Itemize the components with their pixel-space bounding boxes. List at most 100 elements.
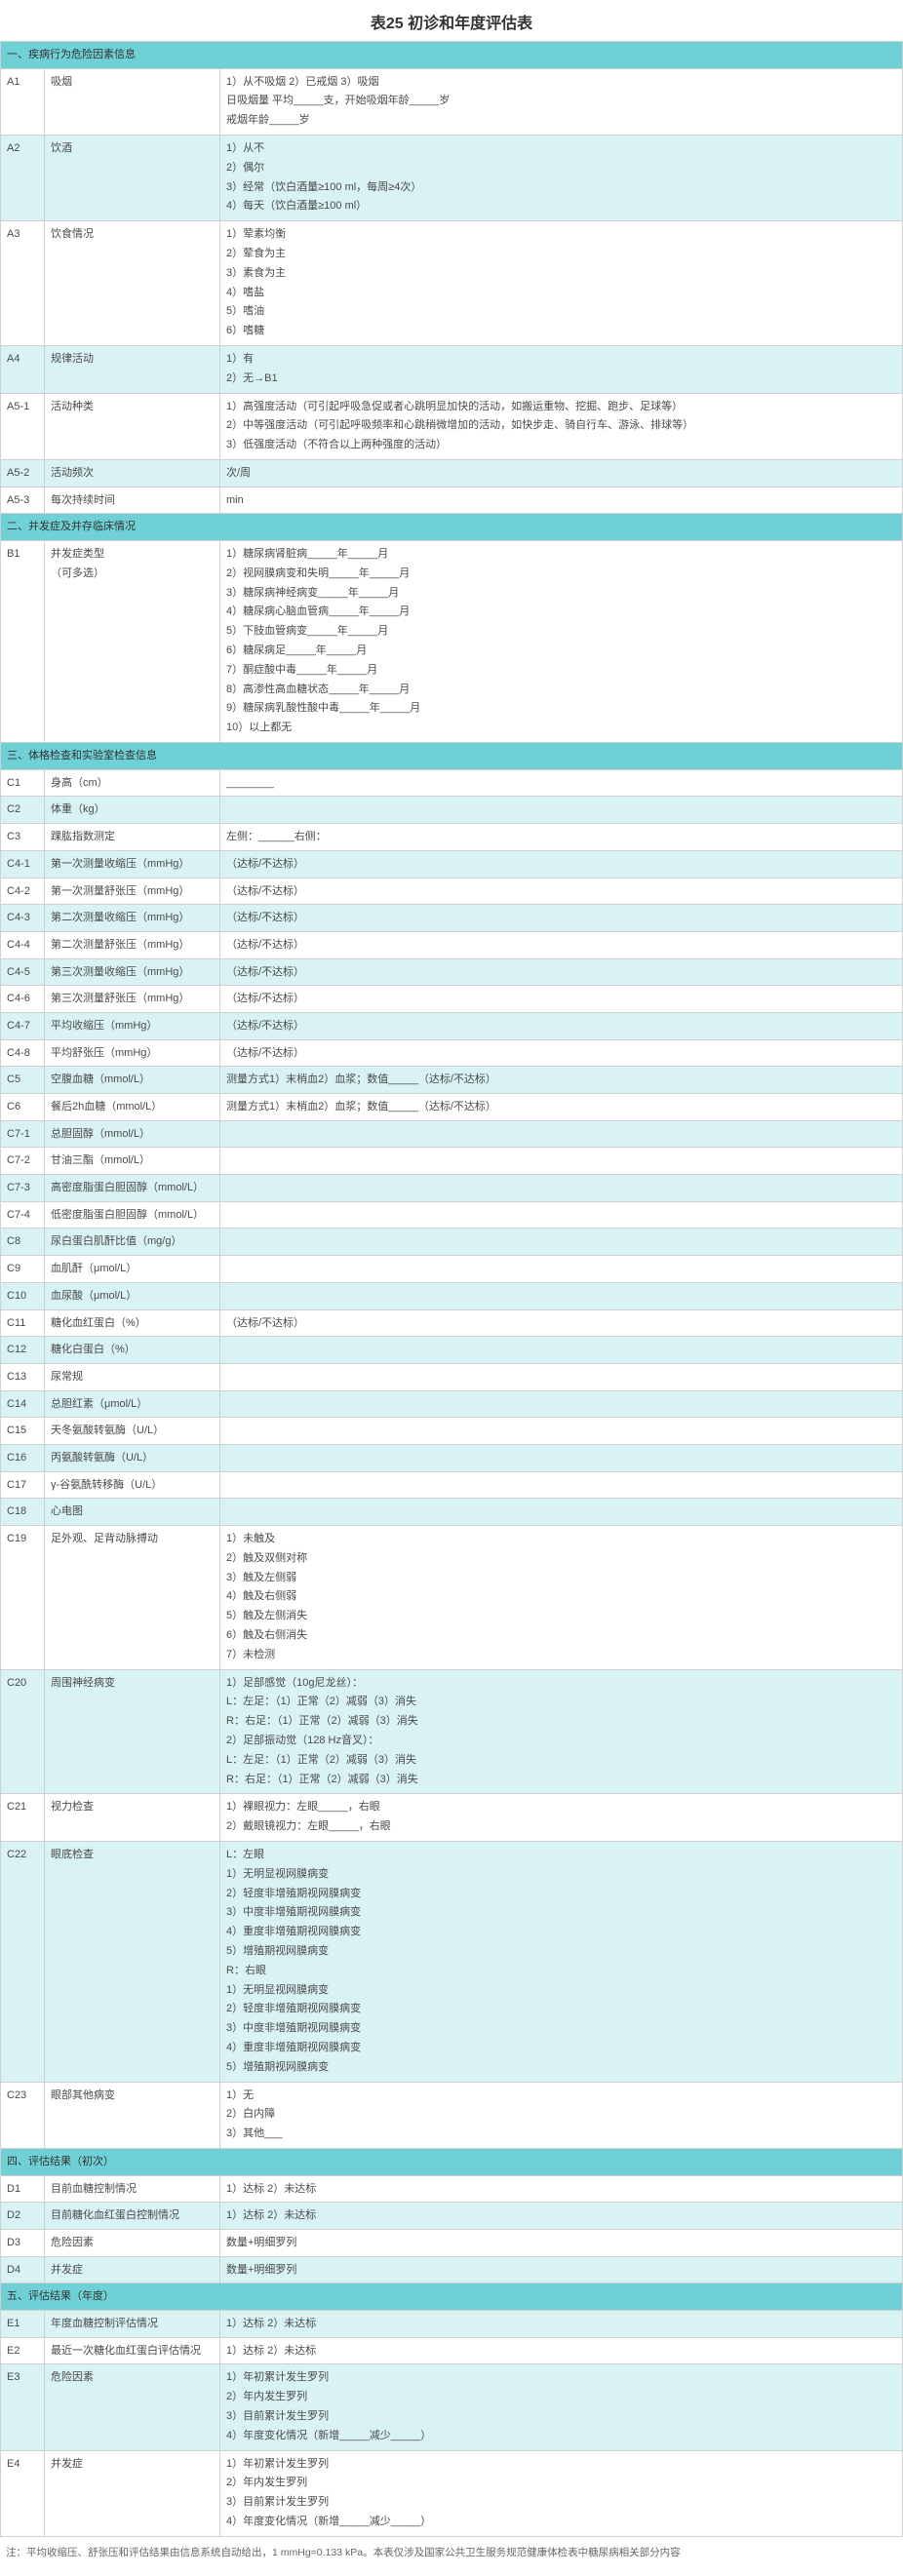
cell: 糖化血红蛋白（%） [45, 1309, 220, 1337]
line: L：左眼 [226, 1846, 896, 1865]
line: 2）年内发生罗列 [226, 2474, 896, 2493]
line: 3）其他___ [226, 2125, 896, 2144]
cell: 尿白蛋白肌酐比值（mg/g） [45, 1229, 220, 1256]
cell: C23 [1, 2082, 45, 2148]
cell: （达标/不达标） [220, 1309, 903, 1337]
cell: C7-1 [1, 1120, 45, 1148]
cell [220, 1175, 903, 1202]
cell: C12 [1, 1337, 45, 1364]
cell: （达标/不达标） [220, 1039, 903, 1067]
line: L：左足：（1）正常（2）减弱（3）消失 [226, 1751, 896, 1771]
cell [220, 1201, 903, 1229]
cell: 平均收缩压（mmHg） [45, 1012, 220, 1039]
cell: E4 [1, 2450, 45, 2536]
cell: 周围神经病变 [45, 1669, 220, 1794]
cell: C16 [1, 1444, 45, 1471]
line: 6）触及右侧消失 [226, 1626, 896, 1646]
cell: 尿常规 [45, 1363, 220, 1390]
cell: 饮酒 [45, 136, 220, 221]
line: 2）无→B1 [226, 370, 896, 389]
line: 3）目前累计发生罗列 [226, 2493, 896, 2513]
table-title: 表25 初诊和年度评估表 [0, 0, 903, 41]
line: 2）触及双侧对称 [226, 1549, 896, 1569]
line: 5）下肢血管病变_____年_____月 [226, 622, 896, 642]
cell: B1 [1, 541, 45, 743]
cell: C1 [1, 769, 45, 797]
line: 3）素食为主 [226, 264, 896, 284]
cell: A5-1 [1, 393, 45, 459]
line: 2）中等强度活动（可引起呼吸频率和心跳稍微增加的活动，如快步走、骑自行车、游泳、… [226, 416, 896, 436]
line: 4）每天（饮白酒量≥100 ml） [226, 197, 896, 216]
line: 2）偶尔 [226, 159, 896, 178]
section2-header: 二、并发症及并存临床情况 [1, 514, 903, 541]
cell: C19 [1, 1526, 45, 1670]
line: 2）白内障 [226, 2105, 896, 2125]
cell: E2 [1, 2337, 45, 2364]
cell: C9 [1, 1256, 45, 1283]
line: 5）增殖期视网膜病变 [226, 1942, 896, 1962]
cell: 年度血糖控制评估情况 [45, 2311, 220, 2338]
line: L：左足：（1）正常（2）减弱（3）消失 [226, 1693, 896, 1712]
line: 2）轻度非增殖期视网膜病变 [226, 2000, 896, 2019]
line: 5）触及左侧消失 [226, 1607, 896, 1626]
cell: 测量方式1）末梢血2）血浆；数值_____（达标/不达标） [220, 1094, 903, 1121]
cell: （达标/不达标） [220, 958, 903, 986]
line: 4）重度非增殖期视网膜病变 [226, 2039, 896, 2058]
cell: 数量+明细罗列 [220, 2256, 903, 2283]
cell: C7-3 [1, 1175, 45, 1202]
cell: C21 [1, 1794, 45, 1842]
cell [220, 1282, 903, 1309]
cell: C4-6 [1, 986, 45, 1013]
line: 3）糖尿病神经病变_____年_____月 [226, 584, 896, 604]
cell [220, 1337, 903, 1364]
cell [220, 1471, 903, 1499]
line: 1）从不 [226, 139, 896, 159]
cell: 餐后2h血糖（mmol/L） [45, 1094, 220, 1121]
cell: 并发症类型（可多选） [45, 541, 220, 743]
cell: E3 [1, 2364, 45, 2450]
cell: γ-谷氨酰转移酶（U/L） [45, 1471, 220, 1499]
line: 10）以上都无 [226, 719, 896, 738]
cell: 1）裸眼视力：左眼_____，右眼2）戴眼镜视力：左眼_____，右眼 [220, 1794, 903, 1842]
cell: D1 [1, 2175, 45, 2203]
cell: 次/周 [220, 460, 903, 488]
cell: ________ [220, 769, 903, 797]
cell: A1 [1, 68, 45, 135]
cell: 1）达标 2）未达标 [220, 2311, 903, 2338]
cell: C17 [1, 1471, 45, 1499]
cell: 第三次测量收缩压（mmHg） [45, 958, 220, 986]
cell: C4-1 [1, 850, 45, 878]
cell: （达标/不达标） [220, 986, 903, 1013]
cell: C20 [1, 1669, 45, 1794]
section4-header: 四、评估结果（初次） [1, 2148, 903, 2175]
line: 7）酮症酸中毒_____年_____月 [226, 661, 896, 681]
line: 3）目前累计发生罗列 [226, 2407, 896, 2427]
cell: （达标/不达标） [220, 931, 903, 958]
cell: 规律活动 [45, 346, 220, 394]
line: 4）重度非增殖期视网膜病变 [226, 1923, 896, 1942]
line: 日吸烟量 平均_____支，开始吸烟年龄_____岁 [226, 92, 896, 111]
cell: 第二次测量收缩压（mmHg） [45, 905, 220, 932]
line: 1）高强度活动（可引起呼吸急促或者心跳明显加快的活动，如搬运重物、挖掘、跑步、足… [226, 398, 896, 417]
line: 1）从不吸烟 2）已戒烟 3）吸烟 [226, 73, 896, 93]
line: 4）年度变化情况（新增_____减少_____） [226, 2427, 896, 2446]
cell: 1）从不2）偶尔3）经常（饮白酒量≥100 ml，每周≥4次）4）每天（饮白酒量… [220, 136, 903, 221]
line: （可多选） [51, 565, 214, 584]
cell: 危险因素 [45, 2229, 220, 2256]
section1-header: 一、疾病行为危险因素信息 [1, 42, 903, 69]
line: 1）年初累计发生罗列 [226, 2368, 896, 2388]
cell: （达标/不达标） [220, 878, 903, 905]
line: 8）高渗性高血糖状态_____年_____月 [226, 681, 896, 700]
cell: A3 [1, 221, 45, 346]
line: 4）糖尿病心脑血管病_____年_____月 [226, 603, 896, 622]
cell: 心电图 [45, 1499, 220, 1526]
cell [220, 1363, 903, 1390]
cell: 活动频次 [45, 460, 220, 488]
line: 3）中度非增殖期视网膜病变 [226, 2019, 896, 2039]
cell [220, 1256, 903, 1283]
cell: 第一次测量舒张压（mmHg） [45, 878, 220, 905]
cell: 1）达标 2）未达标 [220, 2337, 903, 2364]
line: 1）无明显视网膜病变 [226, 1981, 896, 2001]
cell: 1）糖尿病肾脏病_____年_____月2）视网膜病变和失明_____年____… [220, 541, 903, 743]
section3-header: 三、体格检查和实验室检查信息 [1, 743, 903, 770]
